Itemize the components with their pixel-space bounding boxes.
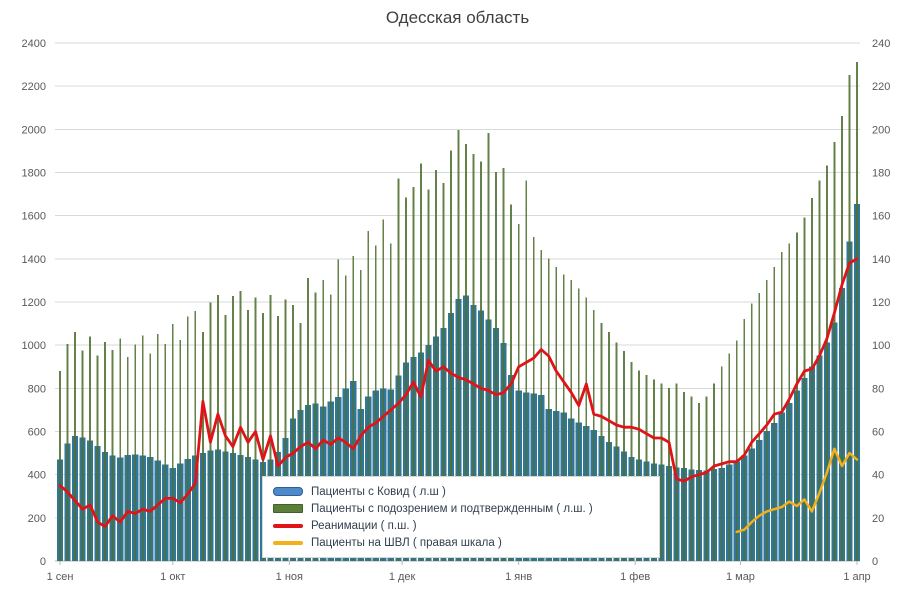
- svg-text:240: 240: [872, 38, 890, 50]
- svg-text:1000: 1000: [22, 340, 46, 352]
- svg-text:1 мар: 1 мар: [726, 571, 755, 583]
- svg-text:180: 180: [872, 168, 890, 180]
- svg-text:20: 20: [872, 513, 884, 525]
- suspected-bar-swatch-icon: [273, 504, 303, 513]
- svg-text:1400: 1400: [22, 254, 46, 266]
- svg-text:120: 120: [872, 297, 890, 309]
- legend-label-shvl: Пациенты на ШВЛ ( правая шкала ): [311, 536, 502, 549]
- svg-text:1 ноя: 1 ноя: [276, 571, 303, 583]
- legend-label-reanimation: Реанимации ( п.ш. ): [311, 519, 417, 532]
- svg-text:200: 200: [872, 124, 890, 136]
- svg-text:600: 600: [28, 427, 46, 439]
- svg-text:80: 80: [872, 383, 884, 395]
- svg-text:0: 0: [40, 556, 46, 568]
- legend-item-reanimation: Реанимации ( п.ш. ): [273, 518, 649, 534]
- svg-text:1800: 1800: [22, 168, 46, 180]
- svg-text:160: 160: [872, 211, 890, 223]
- legend-item-covid: Пациенты с Ковид ( л.ш ): [273, 484, 649, 500]
- bars-suspected: [59, 61, 858, 562]
- svg-text:1200: 1200: [22, 297, 46, 309]
- svg-text:1 дек: 1 дек: [389, 571, 416, 583]
- legend-label-suspected: Пациенты с подозрением и подтвержденным …: [311, 502, 593, 515]
- svg-text:40: 40: [872, 470, 884, 482]
- svg-text:400: 400: [28, 470, 46, 482]
- svg-text:1600: 1600: [22, 211, 46, 223]
- svg-text:1 фев: 1 фев: [620, 571, 650, 583]
- svg-text:60: 60: [872, 427, 884, 439]
- shvl-line-swatch-icon: [273, 540, 303, 545]
- svg-text:800: 800: [28, 383, 46, 395]
- svg-text:2400: 2400: [22, 38, 46, 50]
- svg-text:1 янв: 1 янв: [505, 571, 532, 583]
- svg-text:0: 0: [872, 556, 878, 568]
- covid-bar-swatch-icon: [273, 487, 303, 496]
- svg-text:100: 100: [872, 340, 890, 352]
- reanimation-line-swatch-icon: [273, 523, 303, 528]
- page-title: Одесская область: [385, 8, 530, 27]
- line-shvl: [735, 447, 859, 534]
- legend-label-covid: Пациенты с Ковид ( л.ш ): [311, 485, 446, 498]
- svg-text:220: 220: [872, 81, 890, 93]
- right-axis-labels: 0 20 40 60 80 100 120 140 160 180 200 220 240: [872, 38, 890, 568]
- legend-item-suspected: Пациенты с подозрением и подтвержденным …: [273, 501, 649, 517]
- legend-item-shvl: Пациенты на ШВЛ ( правая шкала ): [273, 535, 649, 551]
- svg-text:1 окт: 1 окт: [160, 571, 185, 583]
- svg-text:1 апр: 1 апр: [843, 571, 870, 583]
- legend: Пациенты с Ковид ( л.ш ) Пациенты с подо…: [262, 476, 660, 558]
- svg-text:200: 200: [28, 513, 46, 525]
- line-reanimation: [58, 257, 859, 528]
- left-axis-labels: 0 200 400 600 800 1000 1200 1400 1600 1800 2000 220…: [22, 38, 46, 568]
- svg-text:2000: 2000: [22, 124, 46, 136]
- svg-text:2200: 2200: [22, 81, 46, 93]
- x-axis-labels: 1 сен 1 окт 1 ноя 1 дек 1 янв 1 фев 1 мар 1 апр: [47, 561, 871, 583]
- svg-text:140: 140: [872, 254, 890, 266]
- svg-text:1 сен: 1 сен: [47, 571, 74, 583]
